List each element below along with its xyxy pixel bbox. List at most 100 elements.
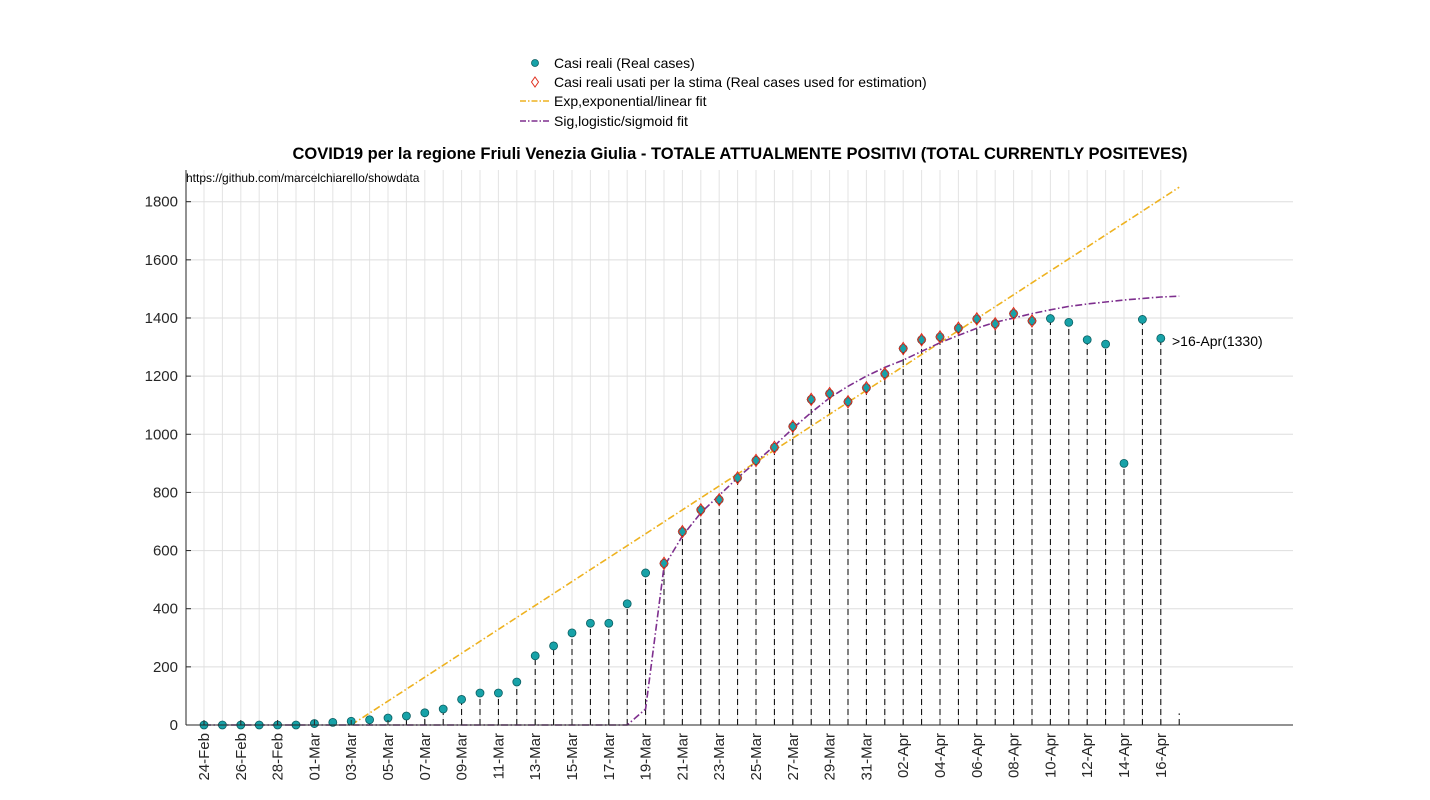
point-used	[990, 316, 1000, 331]
x-tick-label: 16-Apr	[1153, 733, 1170, 778]
axes	[185, 170, 1293, 726]
point-real	[733, 473, 742, 483]
point-real	[1138, 315, 1147, 324]
point-real	[1156, 333, 1166, 343]
point-real	[1009, 309, 1018, 319]
x-tick-label: 17-Mar	[601, 733, 618, 781]
y-tick-label: 1200	[145, 368, 178, 385]
point-real	[401, 711, 411, 721]
point-real	[843, 397, 853, 407]
point-real	[420, 708, 430, 718]
point-used	[916, 332, 927, 347]
x-tick-label: 03-Mar	[343, 733, 360, 781]
x-tick-label: 25-Mar	[748, 733, 765, 781]
point-real	[1064, 317, 1074, 327]
point-real	[788, 422, 798, 431]
x-tick-label: 29-Mar	[822, 733, 839, 781]
legend-item-real: Casi reali (Real cases)	[531, 55, 695, 71]
y-tick-label: 800	[153, 484, 178, 501]
point-real	[825, 389, 834, 398]
x-tick-label: 19-Mar	[638, 733, 655, 781]
point-real	[549, 641, 558, 651]
point-real	[714, 495, 724, 505]
y-tick-label: 1400	[145, 310, 178, 327]
x-tick-label: 15-Mar	[564, 733, 581, 781]
x-tick-label: 04-Apr	[932, 733, 949, 778]
point-used	[898, 341, 908, 356]
x-tick-label: 24-Feb	[196, 733, 213, 781]
point-real	[1027, 316, 1037, 326]
point-used	[806, 392, 816, 407]
fit-lines	[204, 186, 1180, 726]
point-used	[751, 453, 761, 468]
point-used	[843, 394, 853, 409]
legend-label-sig: Sig,logistic/sigmoid fit	[554, 113, 688, 129]
x-tick-label: 28-Feb	[270, 733, 287, 781]
point-real	[567, 628, 577, 638]
x-tick-label: 06-Apr	[969, 733, 986, 778]
stem-lines	[313, 313, 1180, 725]
point-real	[1082, 335, 1092, 345]
legend-marker-used	[530, 76, 540, 88]
point-used	[714, 492, 724, 507]
last-value-annotation: >16-Apr(1330)	[1172, 333, 1263, 349]
point-real	[493, 688, 503, 698]
legend-label-used: Casi reali usati per la stima (Real case…	[554, 74, 927, 90]
y-tick-label: 400	[153, 601, 178, 618]
data-points	[199, 306, 1166, 730]
y-tick-label: 1800	[145, 194, 178, 211]
legend-marker-real	[531, 59, 539, 67]
point-real	[641, 568, 650, 578]
point-used	[769, 440, 780, 455]
legend-item-sig: Sig,logistic/sigmoid fit	[520, 113, 688, 129]
point-real	[622, 599, 632, 609]
point-real	[678, 527, 687, 537]
point-real	[770, 442, 779, 452]
point-real	[512, 677, 522, 687]
x-tick-label: 08-Apr	[1006, 733, 1023, 778]
point-used	[861, 380, 872, 395]
y-tick-label: 600	[153, 543, 178, 560]
point-real	[586, 618, 595, 628]
legend-label-real: Casi reali (Real cases)	[554, 55, 695, 71]
x-tick-label: 07-Mar	[417, 733, 434, 781]
chart-title: COVID19 per la regione Friuli Venezia Gi…	[292, 145, 1187, 163]
x-tick-label: 26-Feb	[233, 733, 250, 781]
point-real	[328, 717, 338, 727]
point-real	[935, 332, 945, 342]
point-real	[898, 344, 908, 353]
point-real	[365, 715, 375, 725]
point-used	[935, 329, 945, 344]
x-tick-label: 31-Mar	[858, 733, 875, 781]
y-tick-label: 0	[170, 717, 178, 734]
x-tick-label: 02-Apr	[895, 733, 912, 778]
y-tick-label: 200	[153, 659, 178, 676]
point-real	[659, 558, 669, 568]
point-used	[972, 311, 982, 326]
x-tick-label: 27-Mar	[785, 733, 802, 781]
point-real	[806, 394, 816, 404]
point-used	[677, 524, 688, 539]
point-real	[1119, 458, 1129, 468]
point-real	[972, 314, 982, 324]
source-note: https://github.com/marcelchiarello/showd…	[186, 171, 420, 185]
point-real	[880, 369, 890, 379]
x-tick-label: 14-Apr	[1116, 733, 1133, 778]
legend-label-exp: Exp,exponential/linear fit	[554, 93, 707, 109]
point-real	[475, 688, 485, 698]
x-tick-label: 11-Mar	[490, 733, 507, 779]
x-tick-label: 21-Mar	[674, 733, 691, 781]
point-used	[659, 556, 669, 571]
x-tick-label: 12-Apr	[1079, 733, 1096, 778]
point-real	[917, 335, 926, 345]
point-real	[862, 383, 871, 393]
point-used	[880, 366, 890, 381]
x-tick-label: 01-Mar	[306, 733, 323, 781]
point-real	[1101, 339, 1110, 349]
x-tick-label: 05-Mar	[380, 733, 397, 781]
point-used	[824, 386, 835, 401]
x-tick-label: 23-Mar	[711, 733, 728, 781]
legend-item-used: Casi reali usati per la stima (Real case…	[530, 74, 927, 90]
point-real	[604, 618, 614, 628]
